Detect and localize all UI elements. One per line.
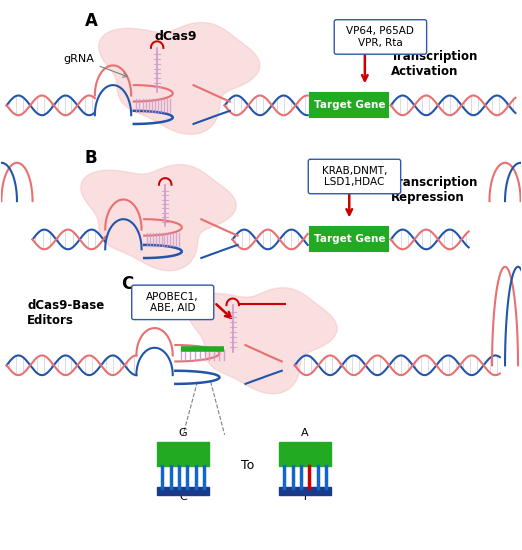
Text: A: A [85,12,97,30]
Text: VP64, P65AD
VPR, Rta: VP64, P65AD VPR, Rta [347,26,414,48]
Text: Target Gene: Target Gene [314,234,385,244]
Polygon shape [81,164,236,271]
Text: A: A [301,428,309,438]
Polygon shape [99,23,260,134]
FancyBboxPatch shape [157,442,209,465]
FancyBboxPatch shape [157,487,209,495]
Text: Transcription
Activation: Transcription Activation [391,50,478,78]
Text: Transcription
Repression: Transcription Repression [391,176,478,204]
Text: To: To [241,459,255,472]
FancyBboxPatch shape [279,442,331,465]
Text: KRAB,DNMT,
LSD1,HDAC: KRAB,DNMT, LSD1,HDAC [322,166,387,188]
FancyBboxPatch shape [310,227,388,251]
Polygon shape [187,288,337,394]
Text: B: B [85,149,97,167]
FancyBboxPatch shape [279,487,331,495]
Text: C: C [121,274,133,293]
Text: G: G [179,428,187,438]
Text: T: T [302,492,309,503]
FancyBboxPatch shape [310,94,388,117]
Text: APOBEC1,
ABE, AID: APOBEC1, ABE, AID [146,292,199,313]
Text: C: C [179,492,187,503]
FancyBboxPatch shape [132,285,213,320]
Text: dCas9: dCas9 [154,30,197,43]
FancyBboxPatch shape [309,160,401,194]
Text: dCas9-Base
Editors: dCas9-Base Editors [27,299,104,327]
Text: gRNA: gRNA [64,53,127,77]
FancyBboxPatch shape [334,20,426,54]
Text: Target Gene: Target Gene [314,100,385,111]
